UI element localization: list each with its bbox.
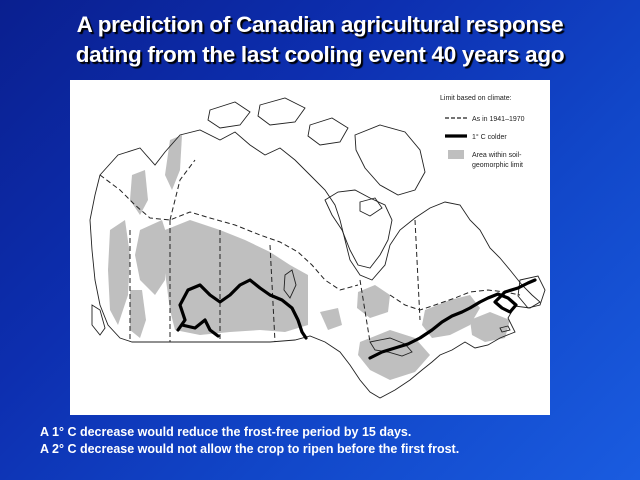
mainland-outline xyxy=(89,129,541,399)
southampton-island xyxy=(359,197,383,217)
map-svg: Limit based on climate: As in 1941–1970 … xyxy=(89,95,546,399)
soil-area-yukon xyxy=(130,170,148,215)
lake-winnipeg xyxy=(283,269,297,299)
dashed-limit-east xyxy=(389,289,521,311)
island-1 xyxy=(207,101,251,129)
canada-agriculture-map: Limit based on climate: As in 1941–1970 … xyxy=(70,80,550,415)
slide-title: A prediction of Canadian agricultural re… xyxy=(0,10,640,70)
legend-label-colder: 1° C colder xyxy=(472,133,507,141)
map-legend: Limit based on climate: As in 1941–1970 … xyxy=(440,95,525,169)
soil-area-peace-river xyxy=(135,220,170,295)
soil-geomorphic-areas xyxy=(108,135,510,380)
soil-area-prairies xyxy=(165,220,308,335)
legend-label-soil-2: geomorphic limit xyxy=(472,162,523,169)
slide-title-line-2: dating from the last cooling event 40 ye… xyxy=(75,42,565,67)
caption-line-1: A 1° C decrease would reduce the frost-f… xyxy=(40,425,412,439)
caption: A 1° C decrease would reduce the frost-f… xyxy=(40,424,630,458)
legend-label-1941-1970: As in 1941–1970 xyxy=(472,116,525,123)
soil-area-clay-belt xyxy=(357,285,390,318)
coastline xyxy=(89,97,546,399)
soil-area-maritimes xyxy=(470,312,510,342)
provincial-boundary-5 xyxy=(169,159,196,221)
pei xyxy=(499,325,511,333)
caption-line-2: A 2° C decrease would not allow the crop… xyxy=(40,442,460,456)
soil-area-bc-1 xyxy=(108,220,130,325)
dashed-limit-west xyxy=(99,174,359,291)
slide-title-line-1: A prediction of Canadian agricultural re… xyxy=(76,12,564,37)
baffin-island xyxy=(354,124,426,196)
newfoundland xyxy=(517,275,546,309)
legend-gray-swatch xyxy=(448,150,464,159)
provincial-boundary-7 xyxy=(414,219,421,321)
hudson-bay-outline xyxy=(324,189,393,269)
colder-limit-west xyxy=(176,278,308,340)
soil-area-nwo xyxy=(320,308,342,330)
island-3 xyxy=(307,117,349,146)
soil-area-mackenzie xyxy=(165,135,182,190)
legend-heading: Limit based on climate: xyxy=(440,95,512,102)
provincial-boundary-6 xyxy=(359,279,371,343)
soil-area-lake-winnipeg xyxy=(280,272,302,305)
colder-limit-west-loop xyxy=(180,318,220,338)
provincial-boundary-4 xyxy=(269,244,276,343)
soil-area-bc-2 xyxy=(130,290,146,338)
legend-label-soil-1: Area within soil- xyxy=(472,152,522,159)
island-2 xyxy=(257,97,306,126)
vancouver-island xyxy=(91,304,106,336)
great-lakes xyxy=(369,337,413,357)
climate-limit-dashed xyxy=(99,159,521,343)
colder-limit-lines xyxy=(176,278,537,360)
colder-limit-east xyxy=(368,278,537,360)
